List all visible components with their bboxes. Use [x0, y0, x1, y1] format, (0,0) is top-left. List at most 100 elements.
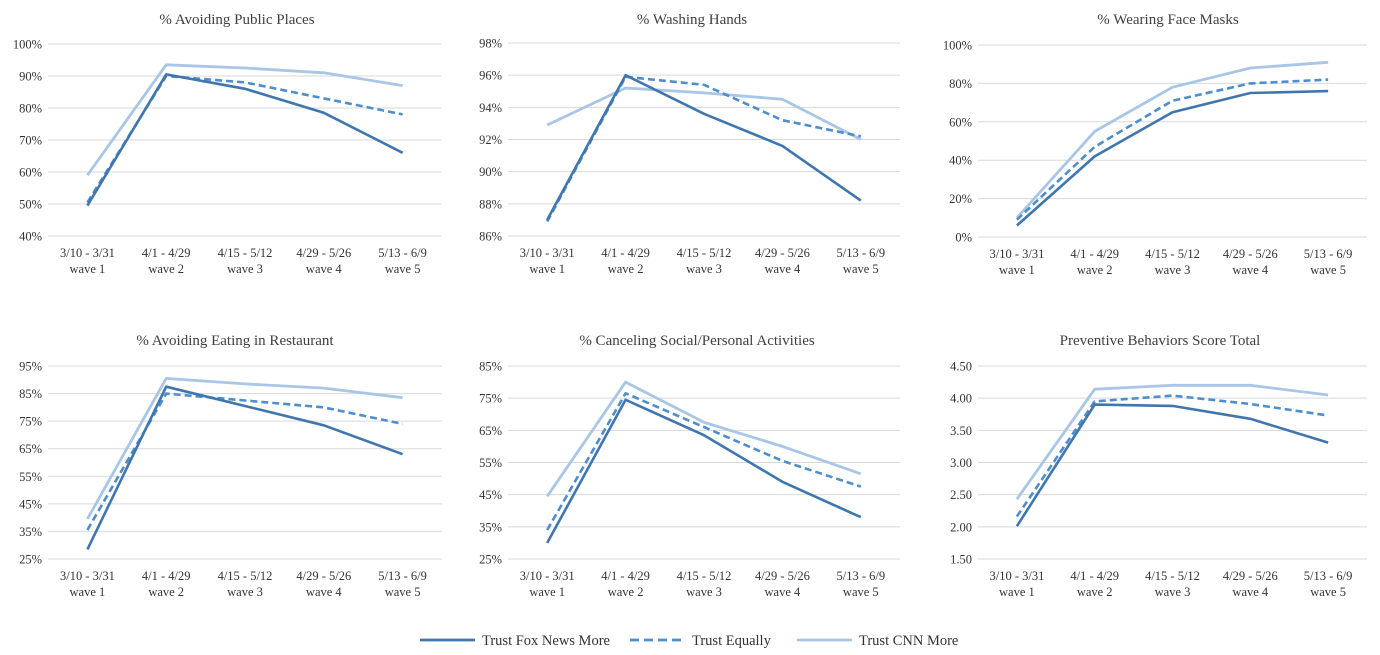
- series-line-equal: [546, 75, 862, 223]
- x-tick-label: 4/29 - 5/26: [755, 246, 810, 260]
- x-tick-sublabel: wave 1: [529, 585, 565, 599]
- x-tick-sublabel: wave 4: [1232, 585, 1268, 599]
- x-tick-label: 5/13 - 6/9: [836, 246, 885, 260]
- x-tick-sublabel: wave 5: [385, 585, 421, 599]
- y-tick-label: 1.50: [950, 553, 972, 567]
- y-tick-label: 40%: [19, 230, 42, 244]
- series-line-equal: [1016, 78, 1329, 221]
- x-tick-label: 4/29 - 5/26: [296, 246, 351, 260]
- x-tick-sublabel: wave 2: [1077, 263, 1113, 277]
- chart-title: % Avoiding Public Places: [159, 12, 314, 28]
- y-tick-label: 96%: [479, 69, 502, 83]
- series-line-equal: [86, 392, 403, 531]
- x-tick-label: 4/1 - 4/29: [601, 569, 650, 583]
- x-tick-label: 4/15 - 5/12: [218, 569, 273, 583]
- x-tick-sublabel: wave 1: [999, 263, 1035, 277]
- x-tick-sublabel: wave 3: [227, 585, 263, 599]
- y-tick-label: 86%: [479, 230, 502, 244]
- series-line-fox: [86, 73, 404, 207]
- x-tick-sublabel: wave 4: [765, 585, 801, 599]
- y-tick-label: 25%: [19, 553, 42, 567]
- y-tick-label: 65%: [479, 424, 502, 438]
- x-tick-label: 4/15 - 5/12: [677, 569, 732, 583]
- x-tick-label: 5/13 - 6/9: [1304, 247, 1353, 261]
- y-tick-label: 88%: [479, 197, 502, 211]
- y-tick-label: 55%: [479, 456, 502, 470]
- y-tick-label: 60%: [19, 166, 42, 180]
- x-tick-label: 4/15 - 5/12: [218, 246, 273, 260]
- x-tick-label: 4/1 - 4/29: [142, 246, 191, 260]
- x-tick-sublabel: wave 3: [686, 262, 722, 276]
- x-tick-label: 4/1 - 4/29: [1070, 569, 1119, 583]
- x-tick-label: 4/1 - 4/29: [601, 246, 650, 260]
- chart-title: % Avoiding Eating in Restaurant: [136, 333, 334, 349]
- y-tick-label: 45%: [479, 488, 502, 502]
- legend-label: Trust Equally: [692, 633, 772, 649]
- x-tick-label: 5/13 - 6/9: [1304, 569, 1353, 583]
- y-tick-label: 65%: [19, 442, 42, 456]
- chart-panel-2: % Washing Hands 86% 88% 90% 92% 94% 96% 98% 3/10…: [479, 12, 900, 276]
- series-line-equal: [1015, 394, 1329, 518]
- x-tick-label: 3/10 - 3/31: [60, 569, 115, 583]
- x-tick-sublabel: wave 4: [765, 262, 801, 276]
- chart-panel-1: % Avoiding Public Places 40% 50% 60% 70% 80% 9…: [13, 12, 442, 276]
- x-tick-sublabel: wave 2: [608, 585, 644, 599]
- y-tick-label: 80%: [19, 102, 42, 116]
- y-tick-label: 35%: [19, 525, 42, 539]
- series-line-cnn: [86, 376, 403, 520]
- chart-panel-5: % Canceling Social/Personal Activities 25…: [479, 333, 900, 599]
- x-tick-label: 4/29 - 5/26: [755, 569, 810, 583]
- y-tick-label: 50%: [19, 198, 42, 212]
- y-tick-label: 2.50: [950, 488, 972, 502]
- y-tick-label: 55%: [19, 470, 42, 484]
- x-tick-label: 5/13 - 6/9: [378, 246, 427, 260]
- x-tick-label: 4/1 - 4/29: [142, 569, 191, 583]
- x-tick-sublabel: wave 5: [843, 585, 879, 599]
- y-tick-label: 25%: [479, 553, 502, 567]
- y-tick-label: 100%: [13, 38, 42, 52]
- x-tick-sublabel: wave 5: [1310, 263, 1346, 277]
- chart-title: Preventive Behaviors Score Total: [1060, 333, 1261, 349]
- y-tick-label: 75%: [479, 392, 502, 406]
- y-tick-label: 70%: [19, 134, 42, 148]
- x-tick-sublabel: wave 3: [686, 585, 722, 599]
- x-tick-sublabel: wave 3: [227, 262, 263, 276]
- y-tick-label: 95%: [19, 360, 42, 374]
- y-tick-label: 20%: [949, 192, 972, 206]
- x-tick-sublabel: wave 1: [70, 585, 106, 599]
- y-tick-label: 90%: [19, 70, 42, 84]
- x-tick-sublabel: wave 2: [1077, 585, 1113, 599]
- series-line-fox: [546, 398, 862, 544]
- x-tick-sublabel: wave 1: [529, 262, 565, 276]
- series-line-equal: [546, 391, 862, 531]
- legend-label: Trust Fox News More: [482, 633, 610, 649]
- series-line-fox: [86, 385, 404, 550]
- chart-title: % Washing Hands: [637, 12, 747, 28]
- y-tick-label: 0%: [955, 231, 972, 245]
- y-tick-label: 40%: [949, 154, 972, 168]
- y-tick-label: 45%: [19, 497, 42, 511]
- x-tick-label: 3/10 - 3/31: [989, 569, 1044, 583]
- x-tick-label: 3/10 - 3/31: [60, 246, 115, 260]
- x-tick-label: 3/10 - 3/31: [520, 569, 575, 583]
- x-tick-sublabel: wave 3: [1155, 263, 1191, 277]
- y-tick-label: 60%: [949, 115, 972, 129]
- y-tick-label: 4.00: [950, 392, 972, 406]
- x-tick-sublabel: wave 1: [999, 585, 1035, 599]
- x-tick-label: 3/10 - 3/31: [989, 247, 1044, 261]
- y-tick-label: 92%: [479, 133, 502, 147]
- x-tick-sublabel: wave 2: [148, 262, 184, 276]
- x-tick-sublabel: wave 5: [1310, 585, 1346, 599]
- y-tick-label: 98%: [479, 37, 502, 51]
- x-tick-sublabel: wave 4: [306, 262, 342, 276]
- y-tick-label: 4.50: [950, 360, 972, 374]
- series-line-cnn: [546, 86, 862, 141]
- chart-title: % Wearing Face Masks: [1097, 12, 1239, 28]
- y-tick-label: 85%: [19, 387, 42, 401]
- x-tick-label: 4/29 - 5/26: [1223, 247, 1278, 261]
- x-tick-label: 4/29 - 5/26: [1223, 569, 1278, 583]
- y-tick-label: 75%: [19, 415, 42, 429]
- x-tick-label: 4/15 - 5/12: [1145, 247, 1200, 261]
- x-tick-sublabel: wave 2: [148, 585, 184, 599]
